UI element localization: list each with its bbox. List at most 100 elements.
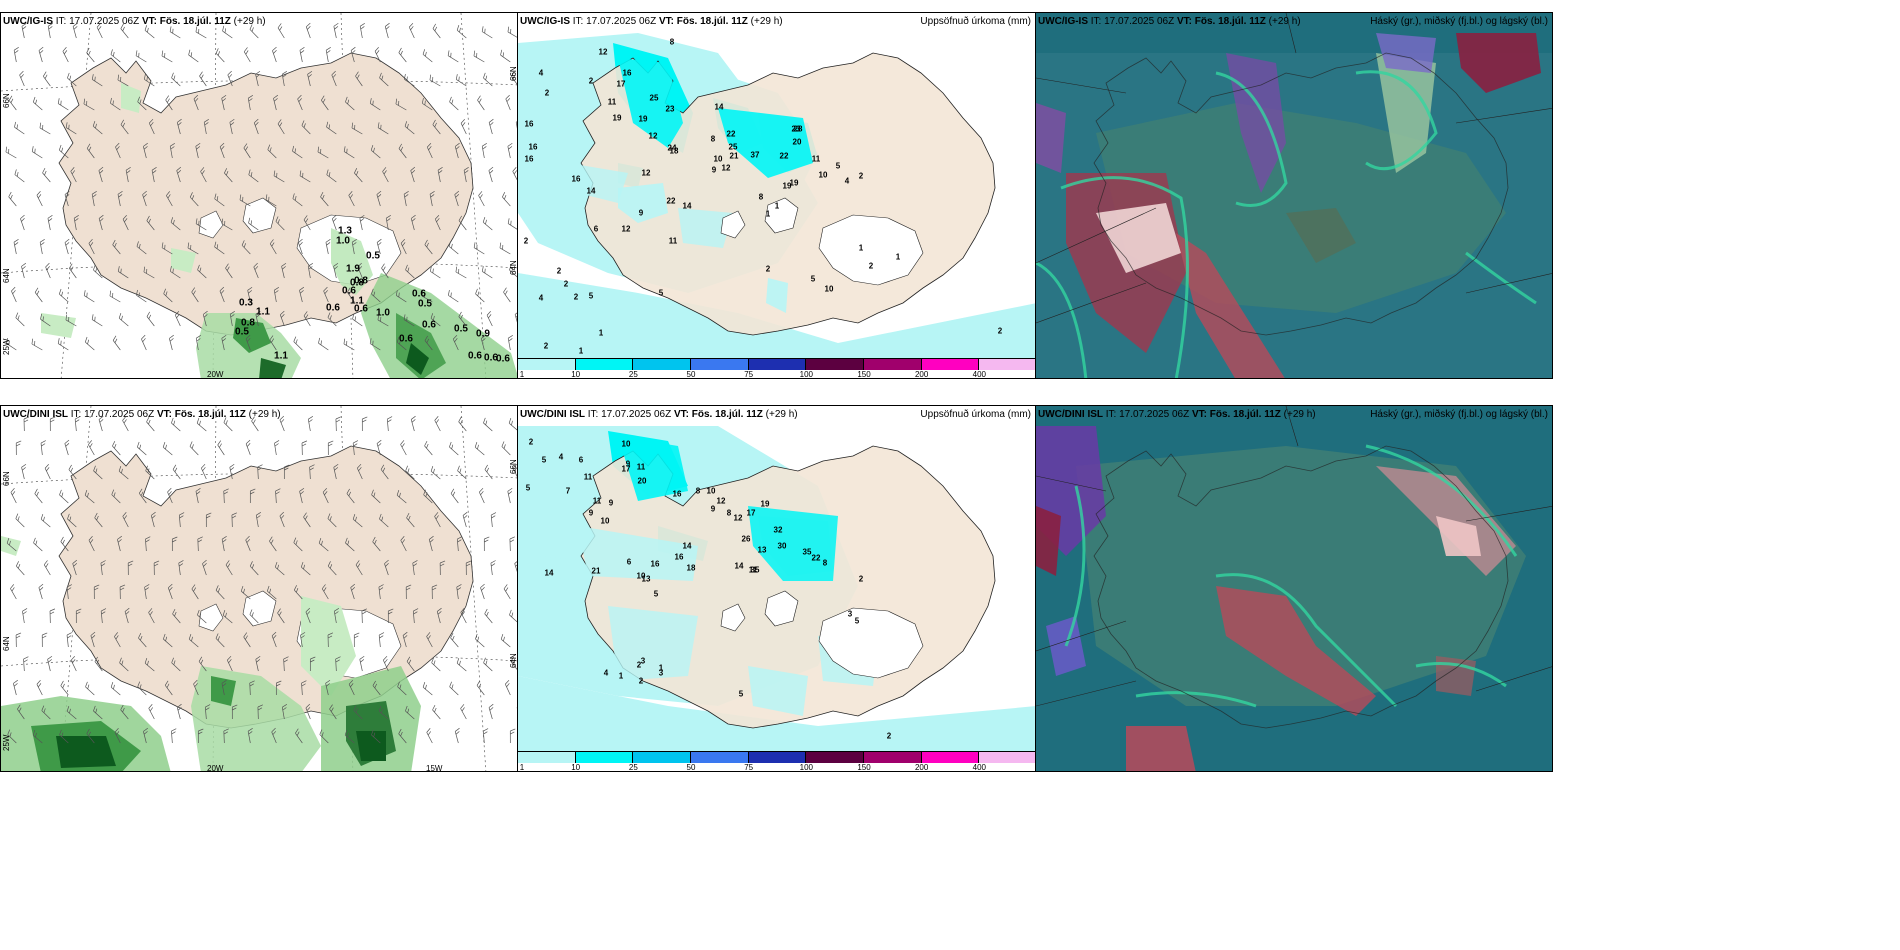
precip-amount-label: 3 (640, 656, 646, 666)
precip-amount-label: 1 (578, 346, 584, 356)
precip-amount-label: 26 (741, 534, 751, 544)
precip-title: Uppsöfnuð úrkoma (mm) (920, 409, 1031, 420)
precip-amount-label: 19 (789, 178, 799, 188)
colorbar-swatch (979, 751, 1035, 763)
precip-amount-label: 21 (591, 566, 601, 576)
precip-amount-label: 13 (641, 574, 651, 584)
top-wind-map (1, 13, 517, 378)
precip-amount-label: 11 (811, 154, 821, 164)
precip-amount-label: 10 (713, 154, 723, 164)
precip-amount-label: 11 (607, 97, 617, 107)
precip-amount-label: 4 (538, 68, 544, 78)
wind-speed-label: 0.5 (454, 323, 468, 335)
precip-amount-label: 11 (668, 236, 678, 246)
lon-label-15w: 15W (426, 764, 443, 772)
colorbar-tick-label: 1 (519, 763, 525, 772)
precip-amount-label: 5 (653, 589, 659, 599)
precip-amount-label: 5 (810, 274, 816, 284)
panel-header: UWC/DINI ISL IT: 17.07.2025 06Z VT: Fös.… (520, 409, 798, 420)
colorbar-tick-label: 200 (914, 370, 929, 379)
wind-speed-label: 0.6 (422, 319, 436, 331)
precip-amount-label: 4 (538, 293, 544, 303)
precip-amount-label: 14 (714, 102, 724, 112)
precip-amount-label: 13 (757, 545, 767, 555)
lon-label-20w: 20W (207, 764, 224, 772)
colorbar-swatch (921, 751, 980, 763)
top-precip-panel: UWC/IG-IS IT: 17.07.2025 06Z VT: Fös. 18… (517, 12, 1036, 379)
precip-amount-label: 28 (793, 124, 803, 134)
precip-amount-label: 12 (716, 496, 726, 506)
colorbar-tick-label: 200 (914, 763, 929, 772)
wind-speed-label: 1.0 (336, 235, 350, 247)
precip-amount-label: 9 (638, 208, 644, 218)
precip-amount-label: 2 (858, 171, 864, 181)
wind-speed-label: 0.8 (354, 275, 368, 287)
colorbar-tick-label: 25 (628, 370, 638, 379)
precip-amount-label: 12 (641, 168, 651, 178)
precip-amount-label: 12 (721, 163, 731, 173)
precip-colorbar: 1 10 25 50 75 100 150 200 400 (518, 751, 1035, 771)
wind-speed-label: 0.6 (496, 353, 510, 365)
precip-amount-label: 12 (733, 513, 743, 523)
bottom-wind-map (1, 406, 517, 771)
precip-amount-label: 10 (818, 170, 828, 180)
bottom-precip-panel: UWC/DINI ISL IT: 17.07.2025 06Z VT: Fös.… (517, 405, 1036, 772)
precip-amount-label: 2 (886, 731, 892, 741)
lat-label-64n: 64N (2, 268, 11, 283)
precip-amount-label: 1 (765, 209, 771, 219)
colorbar-tick-label: 150 (857, 370, 871, 379)
top-cloud-map (1036, 13, 1552, 378)
colorbar-swatch (921, 358, 980, 370)
precip-amount-label: 17 (621, 464, 631, 474)
precip-amount-label: 8 (758, 192, 764, 202)
top-precip-map (518, 13, 1035, 378)
colorbar-tick-label: 10 (571, 763, 581, 772)
precip-amount-label: 12 (621, 224, 631, 234)
colorbar-swatch (806, 358, 864, 370)
precip-amount-label: 21 (729, 151, 739, 161)
precip-amount-label: 16 (672, 489, 682, 499)
precip-amount-label: 16 (528, 142, 538, 152)
colorbar-tick-label: 400 (972, 763, 987, 772)
colorbar-tick-label: 100 (799, 370, 814, 379)
precip-amount-label: 6 (593, 224, 599, 234)
bottom-cloud-map (1036, 406, 1552, 771)
precip-amount-label: 20 (637, 476, 647, 486)
lat-label-64n: 64N (2, 636, 11, 651)
precip-amount-label: 8 (695, 486, 701, 496)
colorbar-tick-label: 75 (744, 763, 754, 772)
precip-amount-label: 5 (525, 483, 531, 493)
precip-amount-label: 14 (682, 541, 692, 551)
precip-amount-label: 10 (706, 486, 716, 496)
colorbar-swatch (979, 358, 1035, 370)
precip-amount-label: 5 (854, 616, 860, 626)
precip-amount-label: 11 (592, 496, 602, 506)
precip-amount-label: 37 (750, 150, 760, 160)
bottom-wind-panel: UWC/DINI ISL IT: 17.07.2025 06Z VT: Fös.… (0, 405, 518, 772)
precip-amount-label: 2 (563, 279, 569, 289)
precip-amount-label: 19 (638, 114, 648, 124)
precip-amount-label: 1 (658, 663, 664, 673)
precip-amount-label: 30 (777, 541, 787, 551)
bottom-cloud-panel: UWC/DINI ISL IT: 17.07.2025 06Z VT: Fös.… (1035, 405, 1553, 772)
precip-amount-label: 8 (822, 558, 828, 568)
wind-speed-label: 1.3 (338, 225, 352, 237)
colorbar-swatch (633, 358, 691, 370)
wind-speed-label: 1.0 (376, 307, 390, 319)
colorbar-swatch (575, 751, 634, 763)
wind-speed-label: 0.6 (412, 288, 426, 300)
lat-label-right-66n: 66N (509, 459, 518, 474)
precip-amount-label: 22 (811, 553, 821, 563)
wind-speed-label: 1.1 (350, 295, 364, 307)
precip-amount-label: 32 (773, 525, 783, 535)
bottom-precip-map (518, 406, 1035, 771)
precip-amount-label: 2 (528, 437, 534, 447)
wind-speed-label: 0.3 (239, 297, 253, 309)
precip-amount-label: 7 (565, 486, 571, 496)
wind-speed-label: 0.6 (484, 352, 498, 364)
top-cloud-panel: UWC/IG-IS IT: 17.07.2025 06Z VT: Fös. 18… (1035, 12, 1553, 379)
precip-amount-label: 24 (667, 143, 677, 153)
colorbar-tick-label: 1 (519, 370, 525, 379)
precip-amount-label: 9 (588, 508, 594, 518)
precip-amount-label: 19 (760, 499, 770, 509)
